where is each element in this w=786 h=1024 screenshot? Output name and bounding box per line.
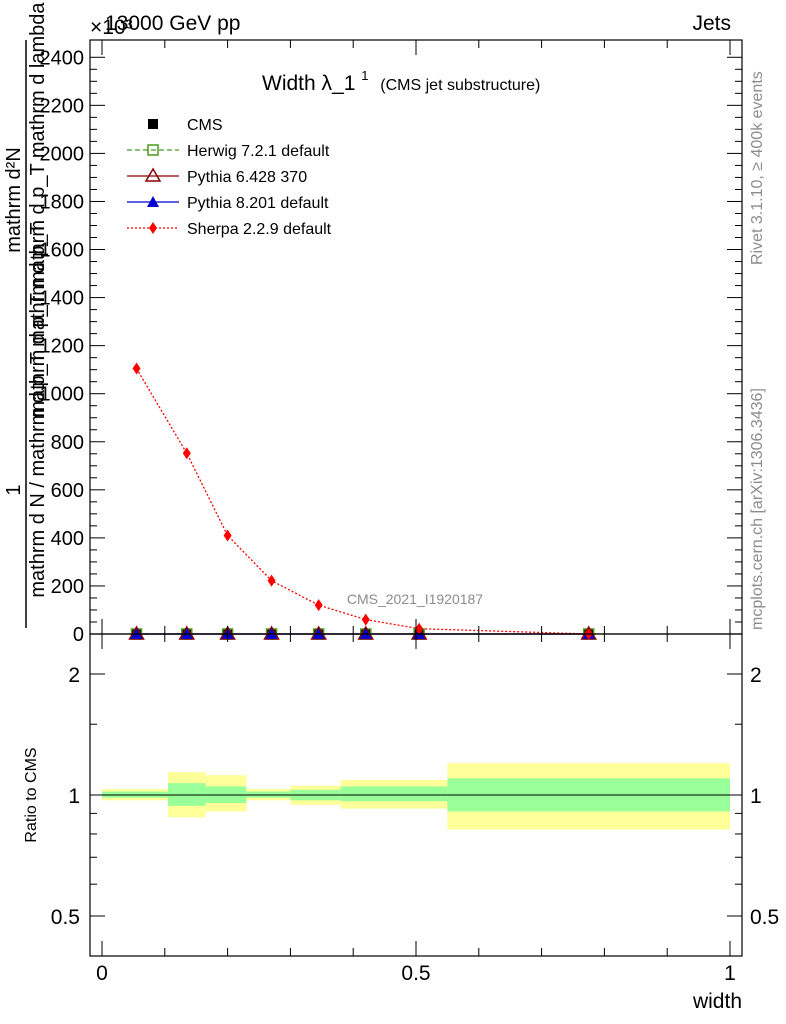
series-4-point-3: [267, 574, 276, 587]
legend-label-3: Pythia 8.201 default: [187, 195, 329, 212]
ratio-ytick-label-right-0: 0.5: [750, 906, 779, 929]
energy-label: 13000 GeV pp: [105, 12, 240, 35]
rivet-label: Rivet 3.1.10, ≥ 400k events: [749, 71, 766, 265]
legend: CMS Herwig 7.2.1 default Pythia 6.428 370 P…: [127, 117, 332, 238]
ratio-ytick-label-right-1: 1: [750, 785, 762, 808]
ylabel-inner-denominator: mathrm d p_T mathrm d p_T mathrm d lambd…: [27, 2, 49, 418]
ratio-bands: [102, 763, 730, 830]
series-line-4: [135, 368, 589, 635]
ylabel-numerator: 1: [3, 484, 25, 495]
xtick-label-0: 0: [96, 962, 108, 985]
main-ytick-label-12: 2400: [40, 47, 85, 69]
mcplots-label: mcplots.cern.ch [arXiv:1306.3436]: [749, 388, 766, 630]
ratio-inner-band-5: [340, 786, 448, 802]
series-4-point-2: [223, 529, 232, 542]
main-y-ticks: 0 200 400 600 800 1000 1200 1400 1600 1800 2000 220…: [40, 47, 742, 646]
series-4-point-1: [182, 447, 191, 460]
main-ytick-label-10: 2000: [40, 143, 85, 165]
chart-title-main: Width λ_1: [262, 72, 355, 95]
legend-label-1: Herwig 7.2.1 default: [187, 143, 330, 160]
ratio-ytick-label-right-2: 2: [750, 664, 762, 687]
ratio-y-ticks: 0.5 0.5 1 1 2 2: [51, 664, 779, 929]
ratio-ytick-label-left-0: 0.5: [51, 906, 80, 929]
legend-label-4: Sherpa 2.2.9 default: [187, 221, 332, 238]
x-axis-label: width: [692, 990, 742, 1013]
xtick-label-1: 0.5: [401, 962, 430, 985]
exponent-label: ×10³: [90, 16, 133, 39]
ratio-ytick-label-left-2: 2: [68, 664, 80, 687]
analysis-label: CMS_2021_I1920187: [347, 591, 483, 607]
series-4-point-0: [132, 362, 141, 375]
main-ytick-label-3: 600: [51, 480, 84, 502]
series-4-point-6: [415, 622, 424, 635]
legend-marker-4: [149, 222, 157, 234]
series-4-point-4: [314, 599, 323, 612]
chart-title: Width λ_1 1 (CMS jet substructure): [262, 62, 540, 95]
main-ytick-label-11: 2200: [40, 95, 85, 117]
main-ytick-label-6: 1200: [40, 336, 85, 358]
main-ytick-label-0: 0: [73, 624, 84, 646]
legend-marker-0: [148, 119, 158, 129]
ylabel-denominator: mathrm d N / mathrm d p_T mathrm d p_T: [27, 222, 49, 597]
main-ylabel: 1 mathrm d N / mathrm d p_T mathrm d p_T…: [3, 2, 49, 628]
main-ytick-label-4: 800: [51, 432, 84, 454]
main-ytick-label-7: 1400: [40, 288, 85, 310]
legend-marker-2: [144, 167, 162, 182]
series-4-point-5: [361, 613, 370, 626]
main-ytick-label-5: 1000: [40, 384, 85, 406]
process-label: Jets: [692, 12, 731, 35]
legend-label-0: CMS: [187, 117, 223, 134]
ratio-ylabel: Ratio to CMS: [23, 747, 40, 842]
legend-marker-1: [147, 144, 159, 156]
main-ytick-label-1: 200: [51, 576, 84, 598]
main-ytick-label-2: 400: [51, 528, 84, 550]
ylabel-inner-numerator: mathrm d²N: [3, 147, 25, 253]
main-ytick-label-9: 1800: [40, 191, 85, 213]
legend-label-2: Pythia 6.428 370: [187, 169, 307, 186]
chart-title-note: (CMS jet substructure): [380, 77, 540, 94]
xtick-label-2: 1: [724, 962, 736, 985]
x-ticks: 0 0.5 1: [96, 40, 736, 985]
ratio-ytick-label-left-1: 1: [68, 785, 80, 808]
legend-marker-3: [147, 196, 159, 207]
ratio-inner-band-1: [167, 783, 206, 806]
chart-title-superscript: 1: [361, 68, 368, 83]
main-ytick-label-8: 1600: [40, 240, 85, 262]
